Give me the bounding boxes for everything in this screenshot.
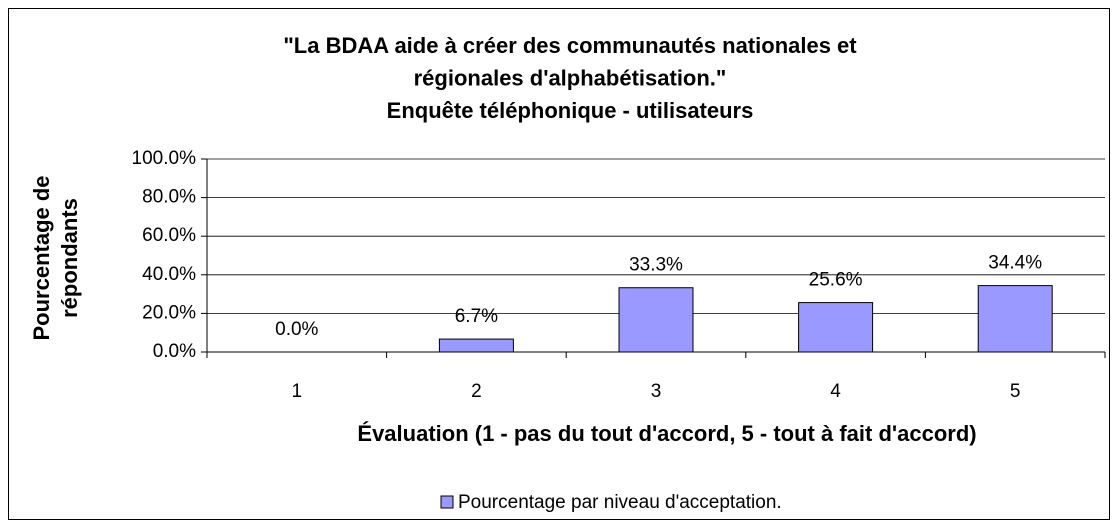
y-tick-label: 100.0% [132,148,197,169]
data-label: 34.4% [988,253,1042,274]
data-label: 25.6% [809,270,863,291]
chart-title: "La BDAA aide à créer des communautés na… [283,33,857,58]
chart-title: régionales d'alphabétisation." [414,65,727,90]
y-tick-label: 60.0% [142,225,196,246]
legend-swatch [440,495,454,509]
x-tick-label: 1 [292,381,303,402]
x-tick-label: 3 [651,381,662,402]
chart-border [8,8,1110,520]
bar [798,302,874,353]
y-tick-label: 0.0% [153,341,196,362]
data-label: 0.0% [275,319,318,340]
x-tick-label: 5 [1010,381,1021,402]
x-tick-label: 2 [471,381,482,402]
y-tick-label: 80.0% [142,187,196,208]
x-tick-label: 4 [830,381,841,402]
data-label: 6.7% [455,306,498,327]
chart-title: Enquête téléphonique - utilisateurs [387,98,754,123]
y-tick-label: 40.0% [142,264,196,285]
bar [618,287,694,353]
y-axis-label: répondants [57,198,82,318]
y-axis-label: Pourcentage de [29,175,54,340]
legend-label: Pourcentage par niveau d'acceptation. [458,492,782,513]
bar [977,285,1053,353]
data-label: 33.3% [629,255,683,276]
x-axis-label: Évaluation (1 - pas du tout d'accord, 5 … [357,421,976,446]
y-tick-label: 20.0% [142,302,196,323]
bar [438,338,514,353]
